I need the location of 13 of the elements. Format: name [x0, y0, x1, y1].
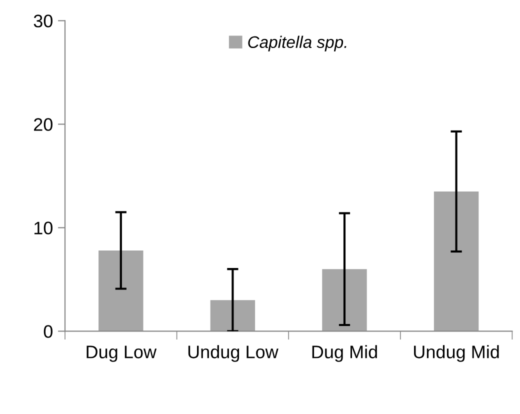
x-tick-label: Dug Low — [86, 346, 157, 362]
bar — [322, 269, 367, 332]
y-tick-label: 30 — [34, 14, 52, 28]
x-tick-label: Undug Mid — [414, 345, 499, 362]
bar — [434, 191, 479, 332]
bar — [210, 300, 256, 332]
bar — [98, 250, 144, 332]
x-tick-label: Undug Low — [188, 345, 278, 362]
x-tick-label: Dug Mid — [312, 345, 377, 362]
legend-label: Capitella spp. — [248, 36, 346, 52]
y-tick-label: 10 — [34, 222, 52, 234]
y-tick-label: 0 — [44, 325, 52, 338]
y-tick-label: 20 — [34, 118, 52, 131]
